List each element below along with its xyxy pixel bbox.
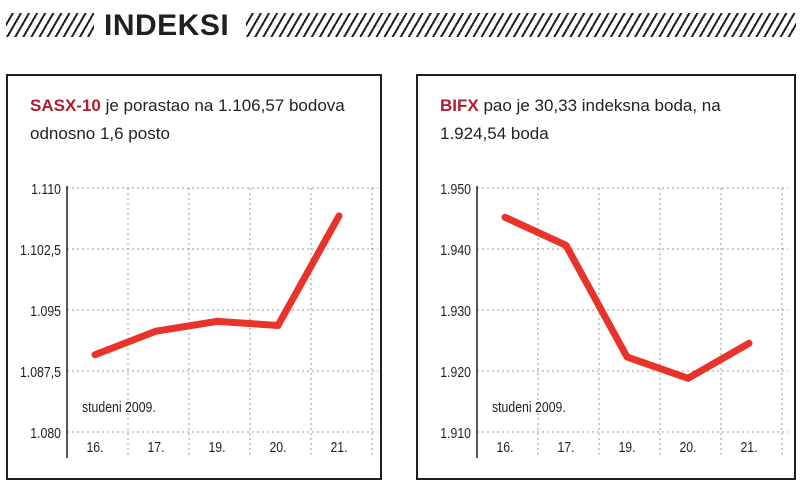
sasx-xtick-label: 16. [86, 439, 103, 455]
sasx-ytick-label: 1.102,5 [20, 242, 61, 258]
bifx-xtick-label: 16. [496, 439, 513, 455]
hatch-decoration-right [246, 13, 796, 37]
sasx-ytick-label: 1.087,5 [20, 364, 61, 380]
bifx-xtick-label: 19. [618, 439, 635, 455]
bifx-ytick-label: 1.950 [440, 181, 471, 197]
sasx-xtick-label: 21. [330, 439, 347, 455]
bifx-xtick-label: 20. [679, 439, 696, 455]
hatch-decoration-left [6, 13, 94, 37]
bifx-xtick-label: 21. [740, 439, 757, 455]
bifx-caption: BIFX pao je 30,33 indeksna boda, na 1.92… [440, 92, 780, 148]
section-header: INDEKSI [0, 0, 801, 50]
sasx-caption: SASX-10 je porastao na 1.106,57 bodova o… [30, 92, 370, 148]
sasx-line-chart: 1.110 1.102,5 1.095 1.087,5 1.080 16. 17. 19. 20… [20, 181, 378, 458]
bifx-annotation: studeni 2009. [492, 399, 566, 415]
bifx-caption-highlight: BIFX [440, 96, 479, 115]
sasx-xtick-label: 19. [208, 439, 225, 455]
sasx-caption-highlight: SASX-10 [30, 96, 101, 115]
bifx-ytick-label: 1.940 [440, 242, 471, 258]
bifx-line-chart: 1.950 1.940 1.930 1.920 1.910 16. 17. 19. 20. 21.… [440, 181, 788, 458]
bifx-ytick-label: 1.920 [440, 364, 471, 380]
sasx-annotation: studeni 2009. [82, 399, 156, 415]
sasx-ytick-label: 1.080 [30, 425, 61, 441]
sasx-chart-panel: SASX-10 je porastao na 1.106,57 bodova o… [6, 74, 382, 480]
bifx-series-line [501, 213, 753, 382]
bifx-ytick-label: 1.910 [440, 425, 471, 441]
section-title: INDEKSI [104, 9, 230, 42]
bifx-xtick-label: 17. [557, 439, 574, 455]
sasx-ytick-label: 1.095 [30, 303, 61, 319]
sasx-series-line [91, 212, 343, 359]
sasx-ytick-label: 1.110 [31, 181, 61, 197]
sasx-xtick-label: 20. [269, 439, 286, 455]
bifx-ytick-label: 1.930 [440, 303, 471, 319]
sasx-caption-text: je porastao na 1.106,57 bodova odnosno 1… [30, 96, 345, 143]
bifx-chart-panel: BIFX pao je 30,33 indeksna boda, na 1.92… [416, 74, 796, 480]
bifx-caption-text: pao je 30,33 indeksna boda, na 1.924,54 … [440, 96, 721, 143]
sasx-xtick-label: 17. [147, 439, 164, 455]
